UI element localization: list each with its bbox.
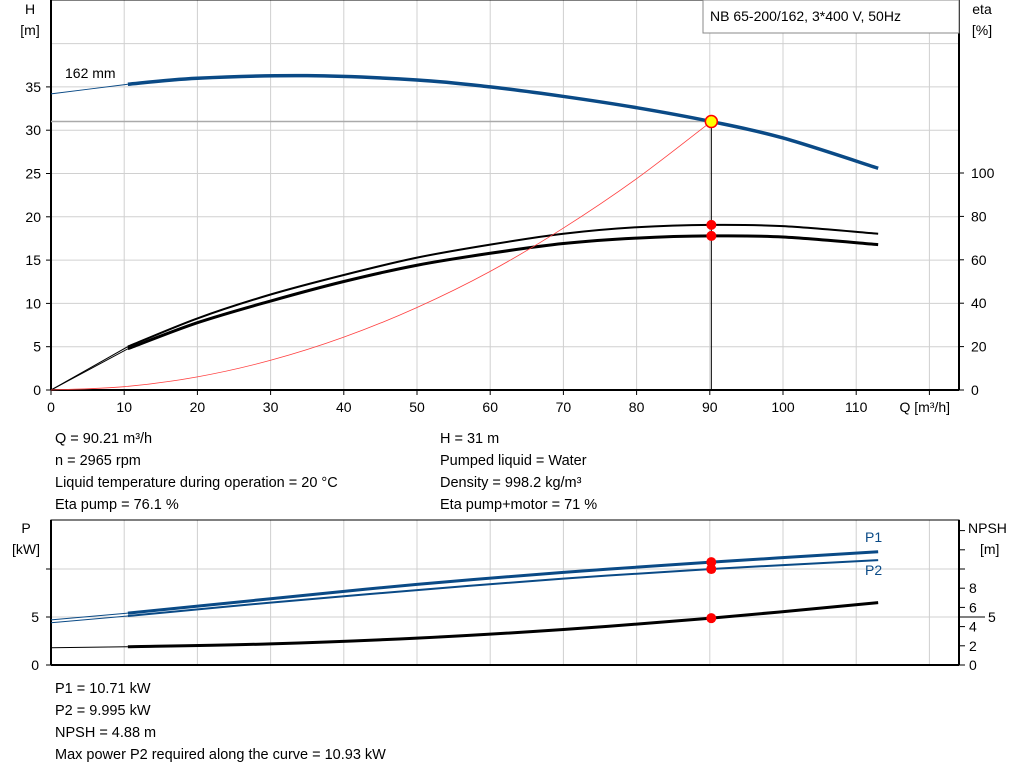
y-tick-label-right: 80 xyxy=(971,208,987,224)
y-axis-label-right: eta xyxy=(972,1,992,17)
y-tick-label-right: 5 xyxy=(988,609,996,625)
x-tick-label: 10 xyxy=(116,399,132,415)
y-axis-unit-right: [m] xyxy=(980,541,999,557)
y-tick-label-right: 8 xyxy=(969,580,977,596)
plot-frame xyxy=(50,0,960,391)
info-eta-pump-motor: Eta pump+motor = 71 % xyxy=(440,497,598,513)
y-axis-label-left: P xyxy=(21,520,30,536)
info-eta-pump: Eta pump = 76.1 % xyxy=(55,497,179,513)
marker-P1 xyxy=(706,557,717,568)
curve-eta_pump_motor xyxy=(127,234,879,351)
y-tick-label-right: 100 xyxy=(971,165,995,181)
info-liquid: Pumped liquid = Water xyxy=(440,453,587,469)
y-axis-unit-left: [m] xyxy=(20,22,39,38)
x-tick-label: 110 xyxy=(845,399,868,415)
x-tick-label: 50 xyxy=(409,399,425,415)
curve-P2 xyxy=(127,559,879,618)
curve-NPSH xyxy=(127,601,879,649)
curve-extrapolation-NPSH xyxy=(50,646,128,649)
info-right: H = 31 m Pumped liquid = Water Density =… xyxy=(440,428,597,516)
y-tick-label-right: 20 xyxy=(971,339,987,355)
y-axis-unit-left: [kW] xyxy=(12,541,40,557)
y-tick-label-left: 15 xyxy=(25,252,41,268)
info-left: Q = 90.21 m³/h n = 2965 rpm Liquid tempe… xyxy=(55,428,338,516)
y-tick-label-right: 0 xyxy=(969,657,977,673)
y-tick-label-left: 10 xyxy=(25,295,41,311)
marker-NPSH xyxy=(706,613,717,624)
y-tick-label-left: 5 xyxy=(31,609,39,625)
y-tick-label-left: 20 xyxy=(25,209,41,225)
x-tick-label: 20 xyxy=(190,399,206,415)
y-tick-label-right: 6 xyxy=(969,599,977,615)
x-tick-label: 40 xyxy=(336,399,352,415)
info-temp: Liquid temperature during operation = 20… xyxy=(55,475,338,491)
curve-system xyxy=(50,121,712,391)
plot-frame xyxy=(50,519,960,666)
y-tick-label-left: 30 xyxy=(25,122,41,138)
marker-eta-pump-motor xyxy=(706,230,717,241)
y-tick-label-left: 5 xyxy=(33,339,41,355)
curve-extrapolation-eta_pump_motor xyxy=(50,348,129,391)
series-label-p2: P2 xyxy=(865,562,882,578)
curve-H xyxy=(127,73,879,170)
info-p2: P2 = 9.995 kW xyxy=(55,703,151,719)
x-tick-label: 60 xyxy=(482,399,498,415)
y-tick-label-left: 25 xyxy=(25,166,41,182)
curve-extrapolation-H xyxy=(50,83,128,95)
info-h: H = 31 m xyxy=(440,431,500,447)
x-tick-label: 70 xyxy=(556,399,572,415)
y-tick-label-left: 0 xyxy=(31,657,39,673)
y-tick-label-left: 0 xyxy=(33,382,41,398)
x-tick-label: 30 xyxy=(263,399,279,415)
title-box xyxy=(702,0,960,34)
y-tick-label-right: 40 xyxy=(971,295,987,311)
x-axis-label: Q [m³/h] xyxy=(899,399,950,415)
curve-extrapolation-P2 xyxy=(50,615,128,624)
y-tick-label-right: 4 xyxy=(969,619,977,635)
curve-extrapolation-P1 xyxy=(50,612,128,621)
chart-title: NB 65-200/162, 3*400 V, 50Hz xyxy=(710,8,901,24)
marker-P2 xyxy=(706,564,717,575)
y-tick-label-right: 2 xyxy=(969,638,977,654)
info-npsh: NPSH = 4.88 m xyxy=(55,725,157,741)
info-n: n = 2965 rpm xyxy=(55,453,141,469)
x-tick-label: 80 xyxy=(629,399,645,415)
info-q: Q = 90.21 m³/h xyxy=(55,431,153,447)
info-bottom: P1 = 10.71 kW P2 = 9.995 kW NPSH = 4.88 … xyxy=(55,678,386,766)
y-tick-label-left: 35 xyxy=(25,79,41,95)
info-max-p2: Max power P2 required along the curve = … xyxy=(55,747,386,763)
series-label-p1: P1 xyxy=(865,529,882,545)
impeller-label: 162 mm xyxy=(65,65,116,81)
duty-point-marker xyxy=(704,114,719,129)
y-tick-label-right: 0 xyxy=(971,382,979,398)
info-density: Density = 998.2 kg/m³ xyxy=(440,475,582,491)
x-tick-label: 90 xyxy=(702,399,718,415)
y-axis-label-right: NPSH xyxy=(968,520,1007,536)
y-axis-unit-right: [%] xyxy=(972,22,992,38)
x-tick-label: 0 xyxy=(47,399,55,415)
marker-eta-pump xyxy=(706,219,717,230)
curve-eta_pump xyxy=(127,223,879,348)
y-axis-label-left: H xyxy=(25,1,35,17)
curve-P1 xyxy=(127,550,879,615)
x-tick-label: 100 xyxy=(771,399,795,415)
info-p1: P1 = 10.71 kW xyxy=(55,681,151,697)
y-tick-label-right: 60 xyxy=(971,252,987,268)
